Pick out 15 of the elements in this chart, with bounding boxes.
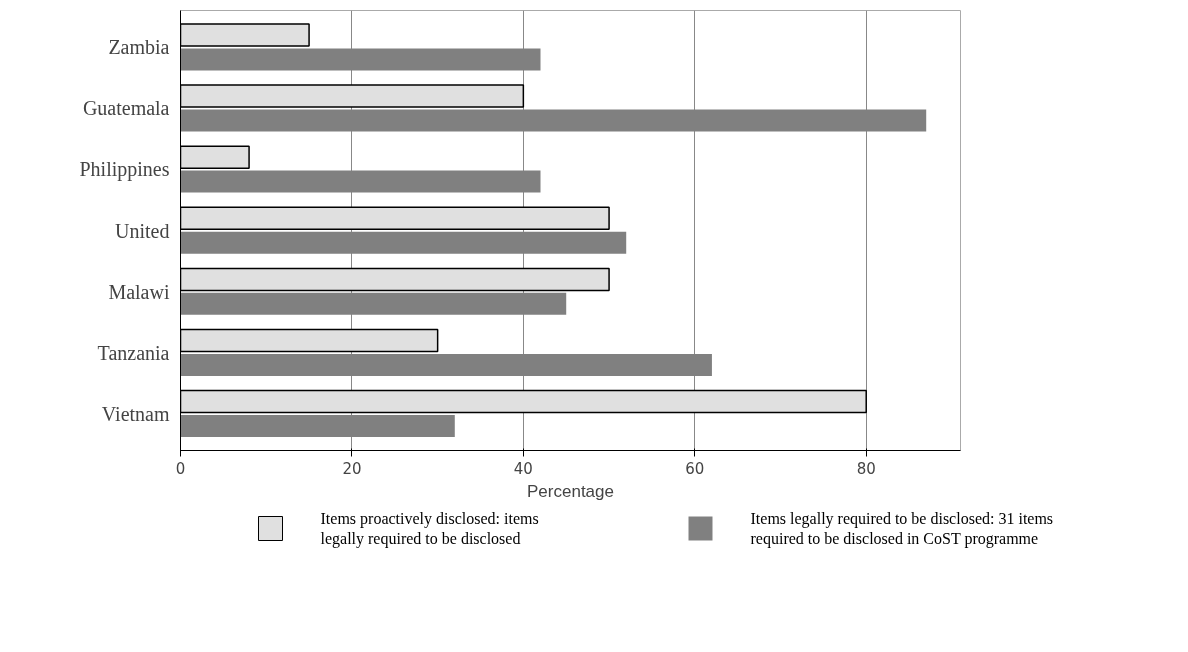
x-tick-label: 20	[342, 459, 362, 478]
y-tick-label: Tanzania	[97, 341, 170, 364]
x-tick-label: 60	[685, 459, 705, 478]
y-tick-label: Vietnam	[101, 402, 170, 425]
y-tick-label: Malawi	[108, 280, 170, 303]
x-tick-label: 0	[175, 459, 186, 478]
legend-label: Items proactively disclosed: items legally required to be disclosed	[320, 509, 539, 549]
y-tick-label: United	[115, 219, 170, 242]
x-tick-label: 40	[513, 459, 533, 478]
x-axis-title: Percentage	[527, 481, 614, 501]
legend-label: Items legally required to be disclosed: 31 items required to be disclosed in CoST programme	[750, 509, 1054, 549]
y-tick-label: Philippines	[79, 158, 170, 182]
y-tick-label: Zambia	[108, 36, 170, 59]
x-tick-label: 80	[856, 459, 876, 478]
y-tick-label: Guatemala	[82, 97, 170, 120]
